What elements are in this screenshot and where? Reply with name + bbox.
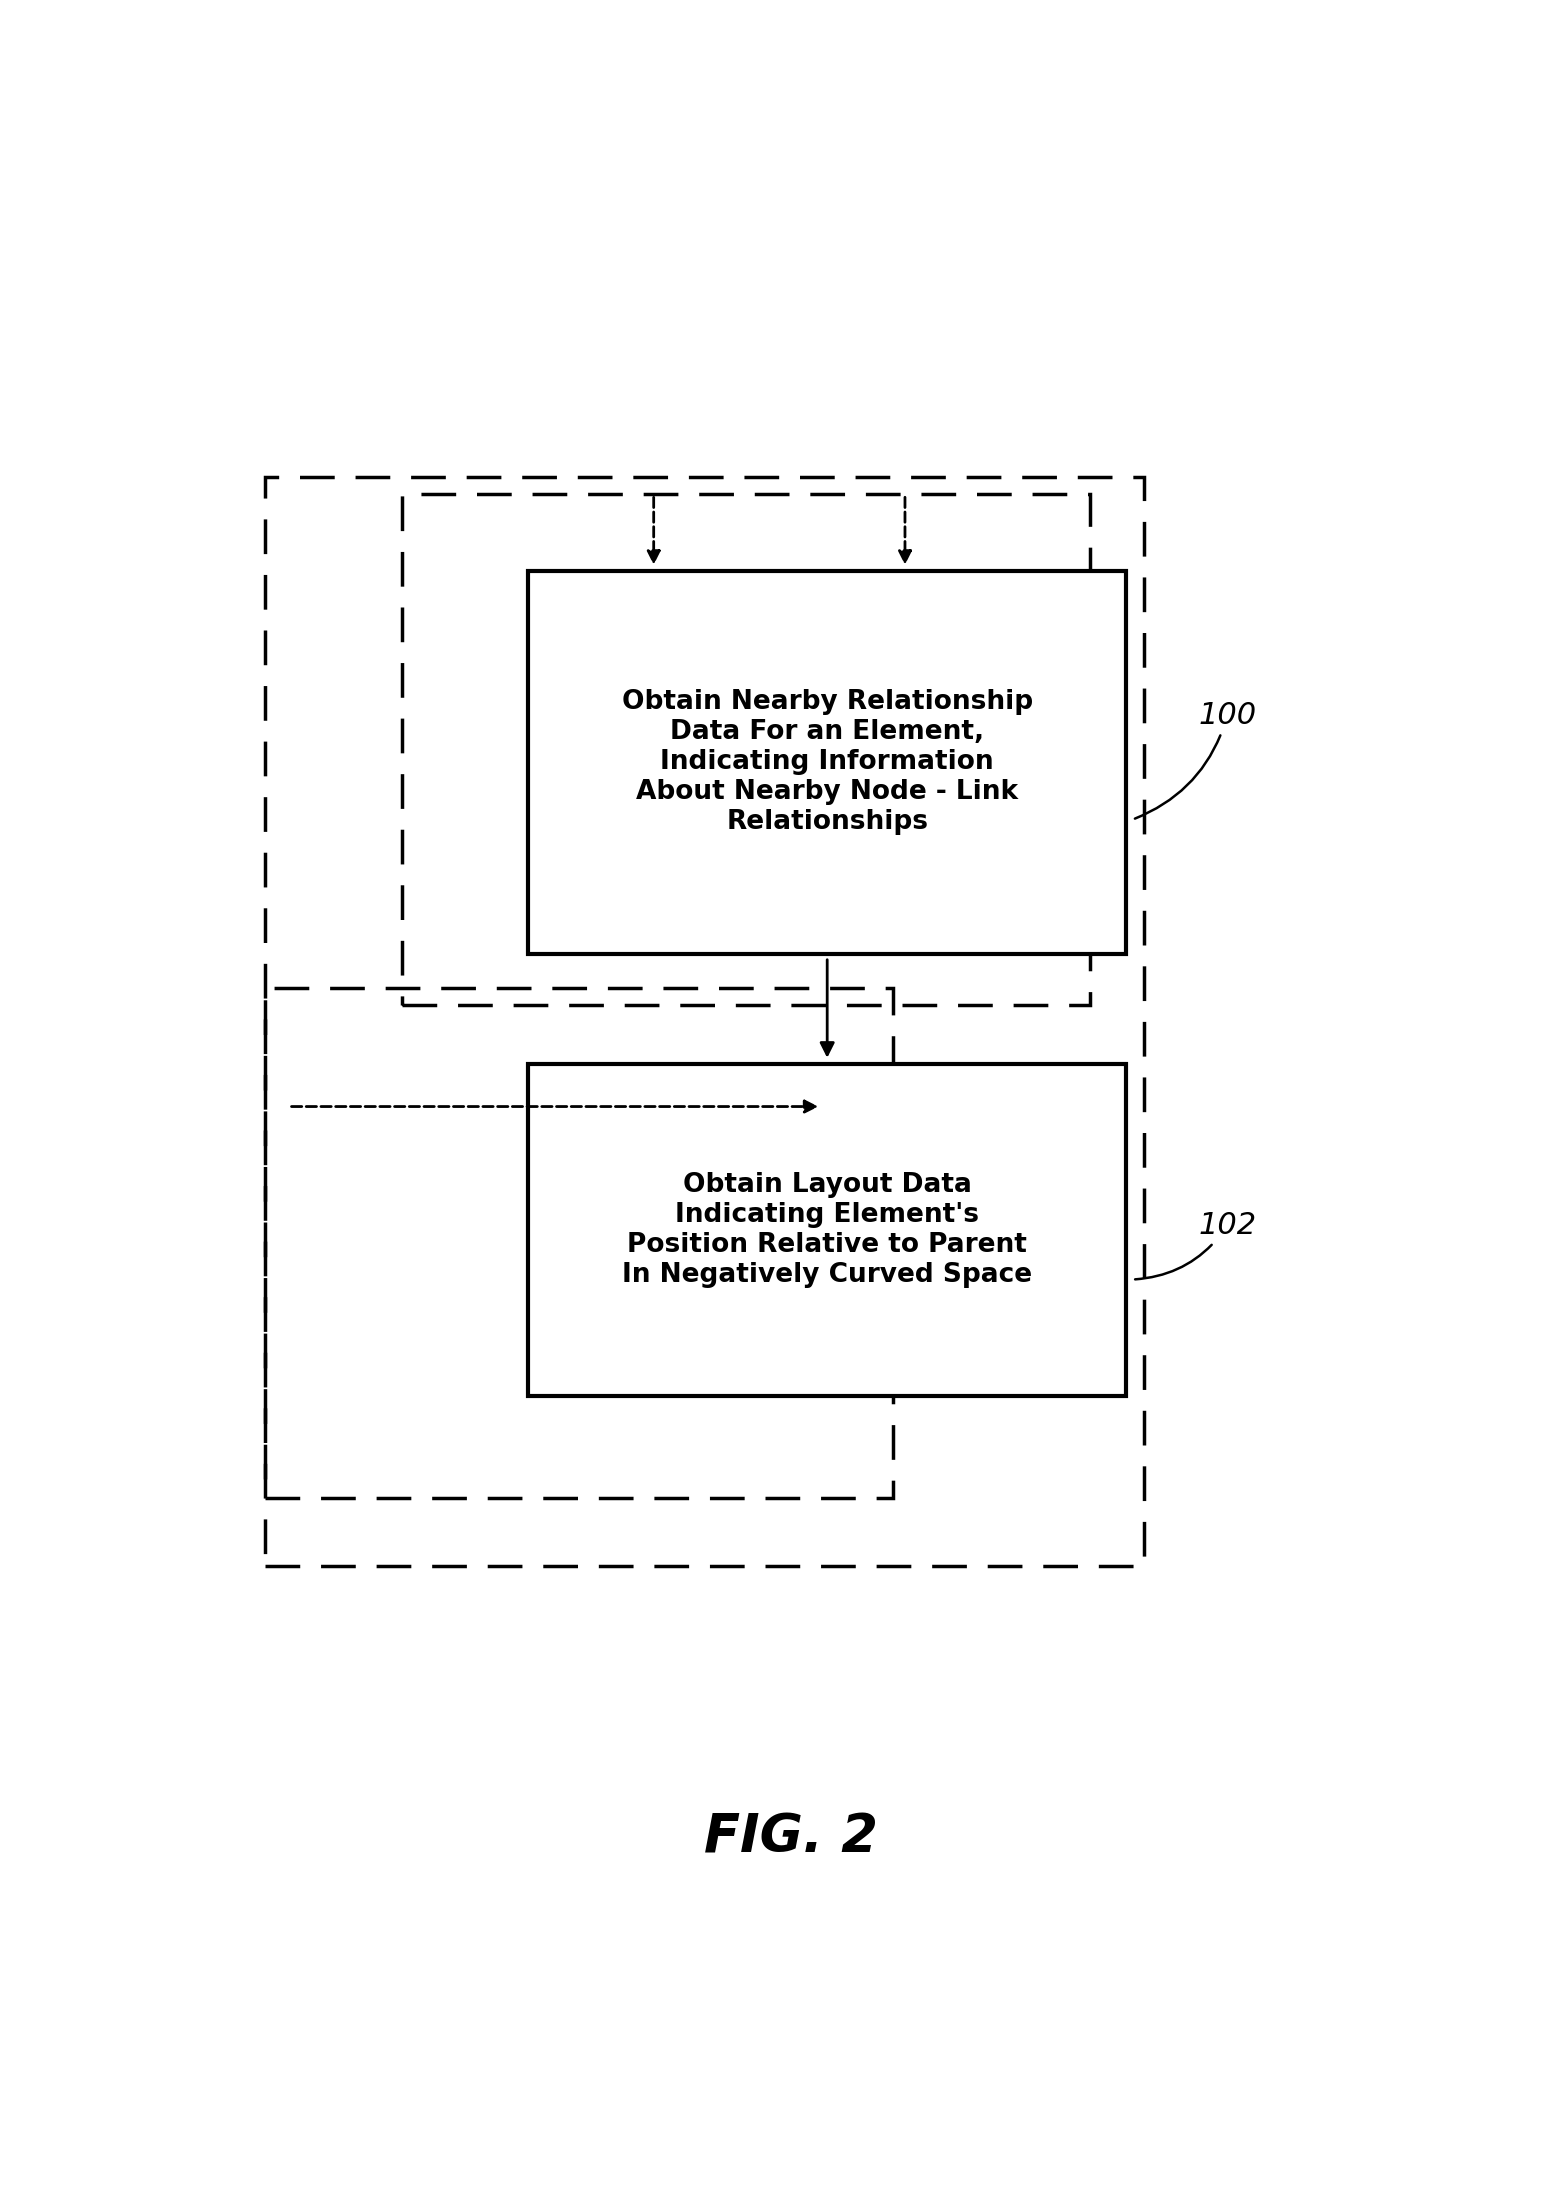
Bar [266, 477, 1144, 1565]
Text: Obtain Nearby Relationship
Data For an Element,
Indicating Information
About Nea: Obtain Nearby Relationship Data For an E… [622, 689, 1033, 835]
Text: 102: 102 [1135, 1210, 1257, 1278]
Text: 100: 100 [1135, 700, 1257, 819]
Bar [528, 572, 1127, 954]
Bar [266, 987, 892, 1497]
Text: Obtain Layout Data
Indicating Element's
Position Relative to Parent
In Negativel: Obtain Layout Data Indicating Element's … [622, 1172, 1033, 1287]
Bar [403, 495, 1090, 1005]
Bar [528, 1064, 1127, 1395]
Text: FIG. 2: FIG. 2 [704, 1811, 879, 1864]
